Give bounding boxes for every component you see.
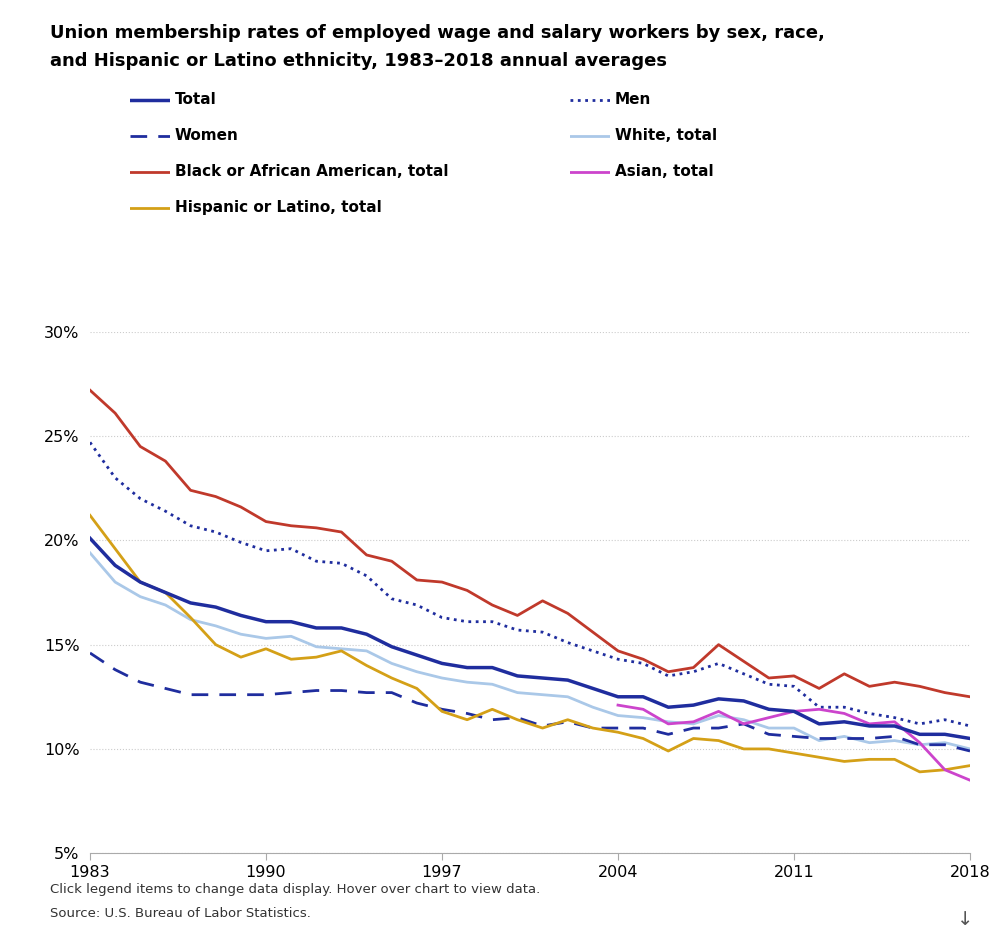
Text: Source: U.S. Bureau of Labor Statistics.: Source: U.S. Bureau of Labor Statistics. [50,906,311,920]
Text: Total: Total [175,92,217,107]
Text: Union membership rates of employed wage and salary workers by sex, race,: Union membership rates of employed wage … [50,24,825,42]
Text: Women: Women [175,128,239,143]
Text: Click legend items to change data display. Hover over chart to view data.: Click legend items to change data displa… [50,883,540,896]
Text: ↓: ↓ [957,910,973,929]
Text: and Hispanic or Latino ethnicity, 1983–2018 annual averages: and Hispanic or Latino ethnicity, 1983–2… [50,52,667,70]
Text: Asian, total: Asian, total [615,164,714,179]
Text: White, total: White, total [615,128,717,143]
Text: Men: Men [615,92,651,107]
Text: Hispanic or Latino, total: Hispanic or Latino, total [175,200,382,215]
Text: Black or African American, total: Black or African American, total [175,164,448,179]
